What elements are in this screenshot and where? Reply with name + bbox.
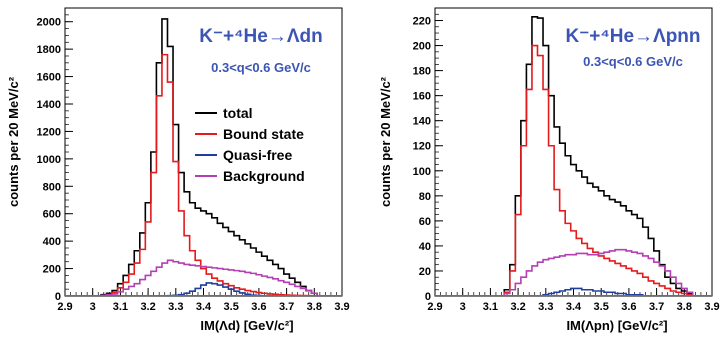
x-axis-label: IM(Λpn) [GeV/c²] [566, 318, 667, 333]
y-tick-label: 220 [413, 16, 431, 28]
legend-label-bound: Bound state [223, 126, 304, 142]
x-tick-label: 3.4 [196, 301, 212, 313]
plot-frame [64, 7, 343, 297]
x-tick-label: 3.1 [483, 301, 498, 313]
x-axis-label: IM(Λd) [GeV/c²] [200, 318, 293, 333]
x-tick-label: 3.5 [594, 301, 609, 313]
y-tick-label: 2000 [37, 17, 61, 29]
x-tick-label: 3.5 [224, 301, 239, 313]
series-quasi [504, 287, 693, 296]
y-tick-label: 100 [413, 166, 431, 178]
x-tick-label: 3.6 [621, 301, 636, 313]
series-bound [100, 53, 318, 296]
x-tick-label: 2.9 [57, 301, 72, 313]
y-tick-label: 400 [43, 236, 61, 248]
y-tick-label: 1800 [37, 44, 61, 56]
x-tick-label: 2.9 [427, 301, 442, 313]
y-axis-label: counts per 20 MeV/c² [6, 76, 21, 207]
y-tick-label: 0 [55, 291, 61, 303]
x-tick-label: 3.1 [113, 301, 128, 313]
y-tick-label: 0 [425, 291, 431, 303]
y-tick-label: 120 [413, 141, 431, 153]
y-tick-label: 20 [419, 266, 431, 278]
series-bound [503, 44, 694, 296]
series-total [100, 18, 318, 296]
x-tick-label: 3.7 [279, 301, 294, 313]
y-tick-label: 1000 [37, 154, 61, 166]
q-range-label: 0.3<q<0.6 GeV/c [211, 60, 311, 75]
y-tick-label: 40 [419, 241, 431, 253]
y-tick-label: 1400 [37, 99, 61, 111]
x-tick-label: 3 [460, 301, 466, 313]
y-tick-label: 200 [43, 264, 61, 276]
x-tick-label: 3.2 [140, 301, 155, 313]
y-tick-label: 80 [419, 191, 431, 203]
legend-label-total: total [223, 105, 253, 121]
y-tick-label: 600 [43, 209, 61, 221]
x-tick-label: 3 [90, 301, 96, 313]
x-tick-label: 3.8 [677, 301, 692, 313]
series-total [503, 15, 694, 296]
y-tick-label: 1200 [37, 126, 61, 138]
panel-left: 2.9 3 3.1 3.2 3.3 3.4 3.5 3.6 3.7 3.8 3.9 0 200 400 60… [6, 7, 350, 333]
y-tick-label: 1600 [37, 72, 61, 84]
x-tick-label: 3.6 [251, 301, 266, 313]
series-background [100, 259, 318, 296]
x-tick-label: 3.3 [168, 301, 183, 313]
y-tick-label: 160 [413, 91, 431, 103]
y-tick-label: 180 [413, 66, 431, 78]
x-tick-label: 3.9 [704, 301, 719, 313]
legend-label-background: Background [223, 168, 305, 184]
legend: total Bound state Quasi-free Background [195, 105, 305, 184]
x-tick-label: 3.7 [649, 301, 664, 313]
x-tick-label: 3.3 [538, 301, 553, 313]
y-tick-label: 200 [413, 41, 431, 53]
y-tick-label: 800 [43, 181, 61, 193]
y-axis-label: counts per 20 MeV/c² [378, 76, 393, 207]
legend-label-quasi: Quasi-free [223, 147, 292, 163]
reaction-label: K⁻+⁴He→Λdn [199, 26, 322, 47]
panel-right: 2.9 3 3.1 3.2 3.3 3.4 3.5 3.6 3.7 3.8 3.9 0 20 40 60 80… [378, 7, 720, 333]
x-tick-label: 3.8 [307, 301, 322, 313]
q-range-label: 0.3<q<0.6 GeV/c [583, 54, 683, 69]
x-tick-label: 3.9 [334, 301, 349, 313]
x-tick-label: 3.2 [510, 301, 525, 313]
plot-frame [434, 7, 713, 297]
y-tick-label: 140 [413, 116, 431, 128]
series-background [503, 248, 694, 296]
reaction-label: K⁻+⁴He→Λpnn [565, 26, 700, 47]
y-tick-label: 60 [419, 216, 431, 228]
x-tick-label: 3.4 [566, 301, 582, 313]
